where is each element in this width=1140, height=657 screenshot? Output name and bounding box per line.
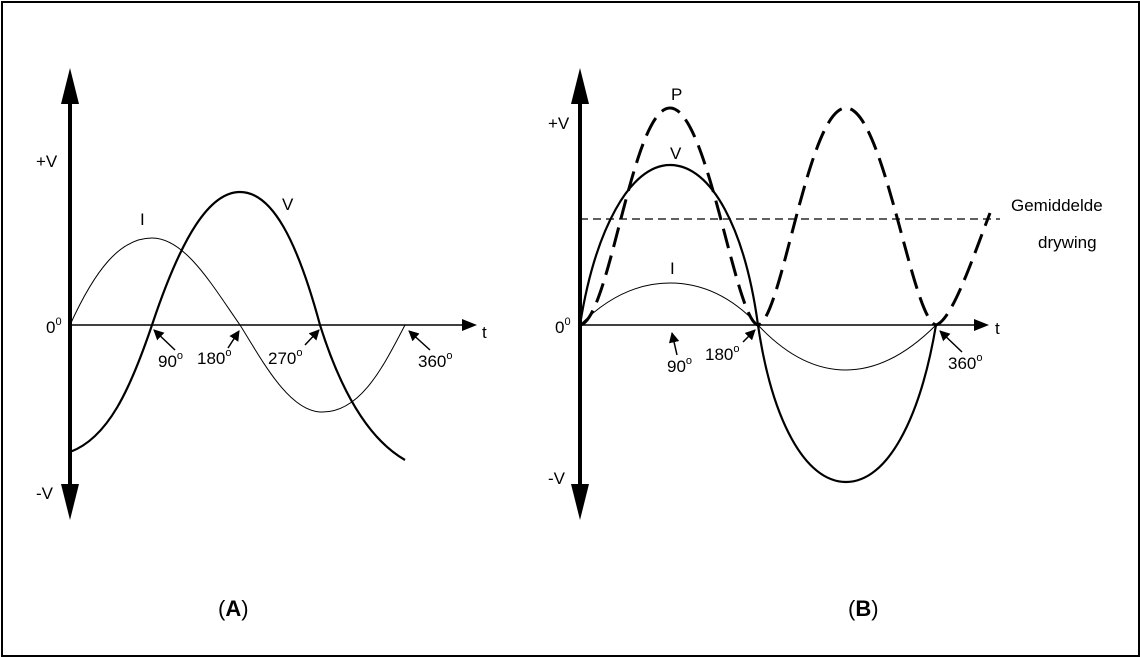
panel-a-caption: (A)	[218, 596, 249, 621]
panel-b-t-axis-arrow	[974, 319, 989, 331]
panel-b-average-label-line2: drywing	[1038, 233, 1097, 252]
panel-a-angle-360: 360o	[418, 350, 453, 371]
panel-b-arrow-180	[742, 329, 756, 343]
panel-a-t-axis-arrow	[462, 319, 477, 331]
panel-b-y-neg-label: -V	[548, 469, 566, 488]
panel-a-origin-label: 00	[46, 316, 62, 337]
panel-a-y-axis-arrow-bottom	[61, 484, 79, 520]
panel-b-power-label: P	[671, 85, 682, 104]
panel-a-angle-270: 270o	[268, 347, 303, 368]
panel-b-current-label: I	[670, 259, 675, 278]
panel-b-angle-90: 90o	[667, 355, 692, 376]
panel-b-y-axis-arrow-top	[571, 68, 589, 104]
panel-a-t-label: t	[482, 323, 487, 342]
panel-a-voltage-curve	[69, 190, 406, 461]
panel-b-y-axis-arrow-bottom	[571, 484, 589, 520]
panel-b-t-label: t	[995, 319, 1000, 338]
panel-a-y-neg-label: -V	[36, 484, 54, 503]
panel-a-angle-90: 90o	[158, 350, 183, 371]
panel-a-voltage-label: V	[282, 195, 294, 214]
panel-a-angle-180: 180o	[197, 347, 232, 368]
panel-b-angle-360: 360o	[948, 352, 983, 373]
panel-a-y-pos-label: +V	[36, 152, 58, 171]
panel-b-arrow-90	[668, 331, 680, 356]
panel-b-arrow-360	[939, 330, 963, 353]
panel-b-y-pos-label: +V	[548, 114, 570, 133]
panel-b-origin-label: 00	[555, 316, 571, 337]
panel-a-y-axis-arrow-top	[61, 68, 79, 104]
panel-b-average-label-line1: Gemiddelde	[1011, 196, 1103, 215]
panel-a-arrow-180	[227, 330, 240, 349]
panel-a-arrow-90	[153, 329, 176, 351]
panel-a-arrow-270	[304, 329, 320, 346]
panel-b-caption: (B)	[848, 596, 879, 621]
panel-b-power-curve	[579, 106, 992, 327]
panel-b-angle-180: 180o	[705, 343, 740, 364]
panel-a: +V -V 00 t I V 90o 180o 270o 360o (A)	[36, 68, 487, 621]
panel-b-voltage-label: V	[670, 144, 682, 163]
panel-b: +V -V 00 t P V I Gemiddelde drywing 90o …	[548, 68, 1103, 621]
panel-a-current-label: I	[140, 210, 145, 229]
panel-a-arrow-360	[408, 330, 431, 351]
